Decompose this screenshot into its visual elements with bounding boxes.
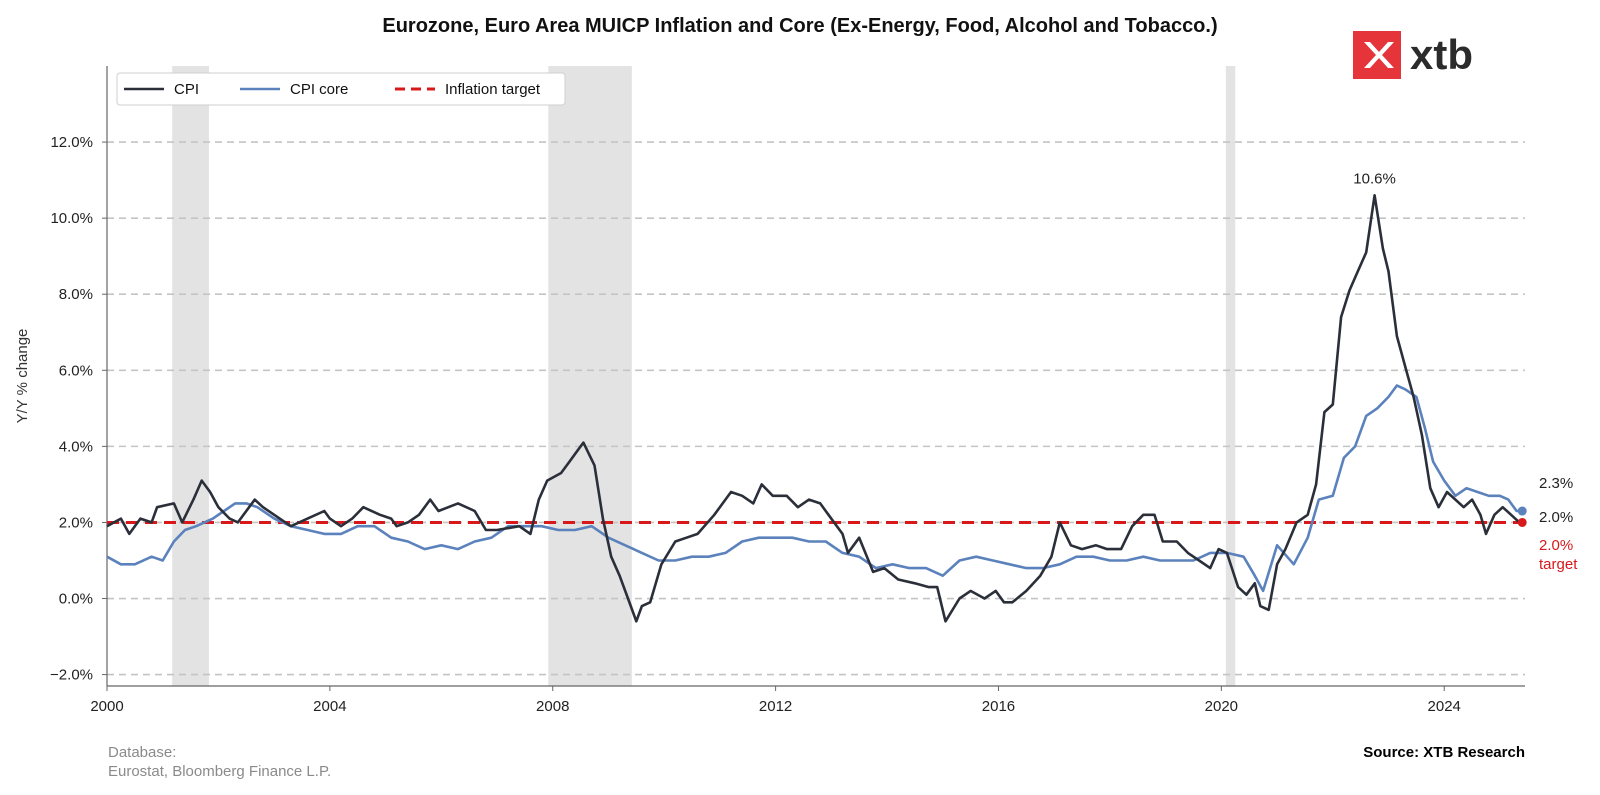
logo-x-icon	[1364, 42, 1394, 68]
legend-box	[116, 72, 566, 106]
legend-cpi-core-label: CPI core	[290, 81, 348, 98]
database-sources: Eurostat, Bloomberg Finance L.P.	[108, 763, 331, 780]
legend-target-label: Inflation target	[445, 81, 541, 98]
cpi-core-end-marker	[1517, 506, 1527, 516]
y-tick-label-5: 8.0%	[59, 286, 93, 303]
y-tick-label-0: −2.0%	[50, 667, 93, 684]
legend: CPI CPI core Inflation target	[116, 72, 566, 106]
y-tick-label-3: 4.0%	[59, 438, 93, 455]
cpi-series-line	[106, 194, 1521, 623]
recession-band-1	[548, 66, 632, 686]
y-tick-label-1: 0.0%	[59, 591, 93, 608]
x-axis-ticks: 2000 2004 2008 2012 2016 2020 2024	[90, 686, 1461, 715]
x-tick-label-4: 2016	[982, 698, 1015, 715]
cpi-core-series-line	[106, 384, 1523, 593]
source-credit: Source: XTB Research	[1363, 744, 1525, 761]
database-label: Database:	[108, 744, 176, 761]
xtb-logo: xtb	[1353, 31, 1473, 79]
x-tick-label-0: 2000	[90, 698, 123, 715]
cpi-core-last-value-label: 2.3%	[1539, 475, 1573, 492]
recession-band-2	[1225, 66, 1236, 686]
y-tick-label-6: 10.0%	[50, 210, 93, 227]
y-axis-ticks: −2.0% 0.0% 2.0% 4.0% 6.0% 8.0% 10.0% 12.0%	[50, 134, 107, 684]
y-tick-label-7: 12.0%	[50, 134, 93, 151]
target-end-marker	[1517, 517, 1527, 527]
legend-cpi-label: CPI	[174, 81, 199, 98]
target-value-label: 2.0%	[1539, 537, 1573, 554]
x-tick-label-6: 2024	[1428, 698, 1461, 715]
recession-bands	[172, 66, 1236, 686]
x-tick-label-2: 2008	[536, 698, 569, 715]
peak-annotation: 10.6%	[1353, 170, 1396, 187]
xtb-logo-text: xtb	[1410, 31, 1473, 78]
y-tick-label-4: 6.0%	[59, 362, 93, 379]
y-tick-label-2: 2.0%	[59, 514, 93, 531]
y-axis-label: Y/Y % change	[14, 329, 31, 424]
chart-title: Eurozone, Euro Area MUICP Inflation and …	[382, 15, 1217, 37]
x-tick-label-5: 2020	[1205, 698, 1238, 715]
x-tick-label-1: 2004	[313, 698, 346, 715]
grid-lines	[107, 141, 1525, 676]
target-text-label: target	[1539, 556, 1578, 573]
recession-band-0	[172, 66, 209, 686]
cpi-last-value-label: 2.0%	[1539, 509, 1573, 526]
x-tick-label-3: 2012	[759, 698, 792, 715]
